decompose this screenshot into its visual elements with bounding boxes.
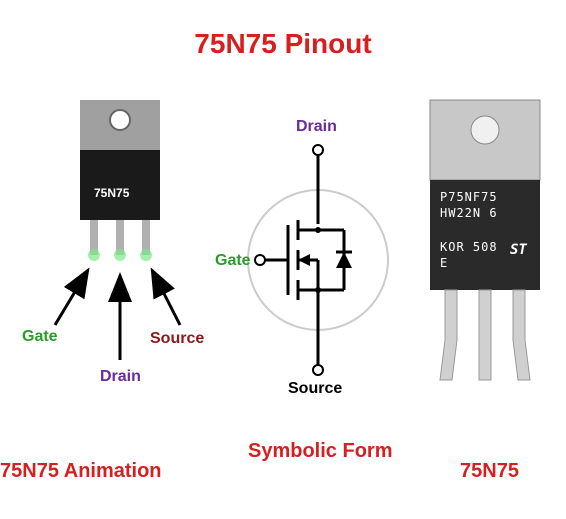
photo-line3: KOR 508 [440,240,498,254]
photo-line2: HW22N 6 [440,206,498,220]
symbolic-section-label: Symbolic Form [248,440,392,463]
photo-logo: ST [510,242,527,259]
photo-line4: E [440,256,447,270]
animation-section-label: 75N75 Animation [0,460,162,483]
photo-section-label: 75N75 [460,460,519,483]
photo-lead-3 [513,290,530,380]
photo-lead-2 [479,290,491,380]
photo-lead-1 [440,290,457,380]
photo-hole [471,116,499,144]
photo-line1: P75NF75 [440,190,498,204]
